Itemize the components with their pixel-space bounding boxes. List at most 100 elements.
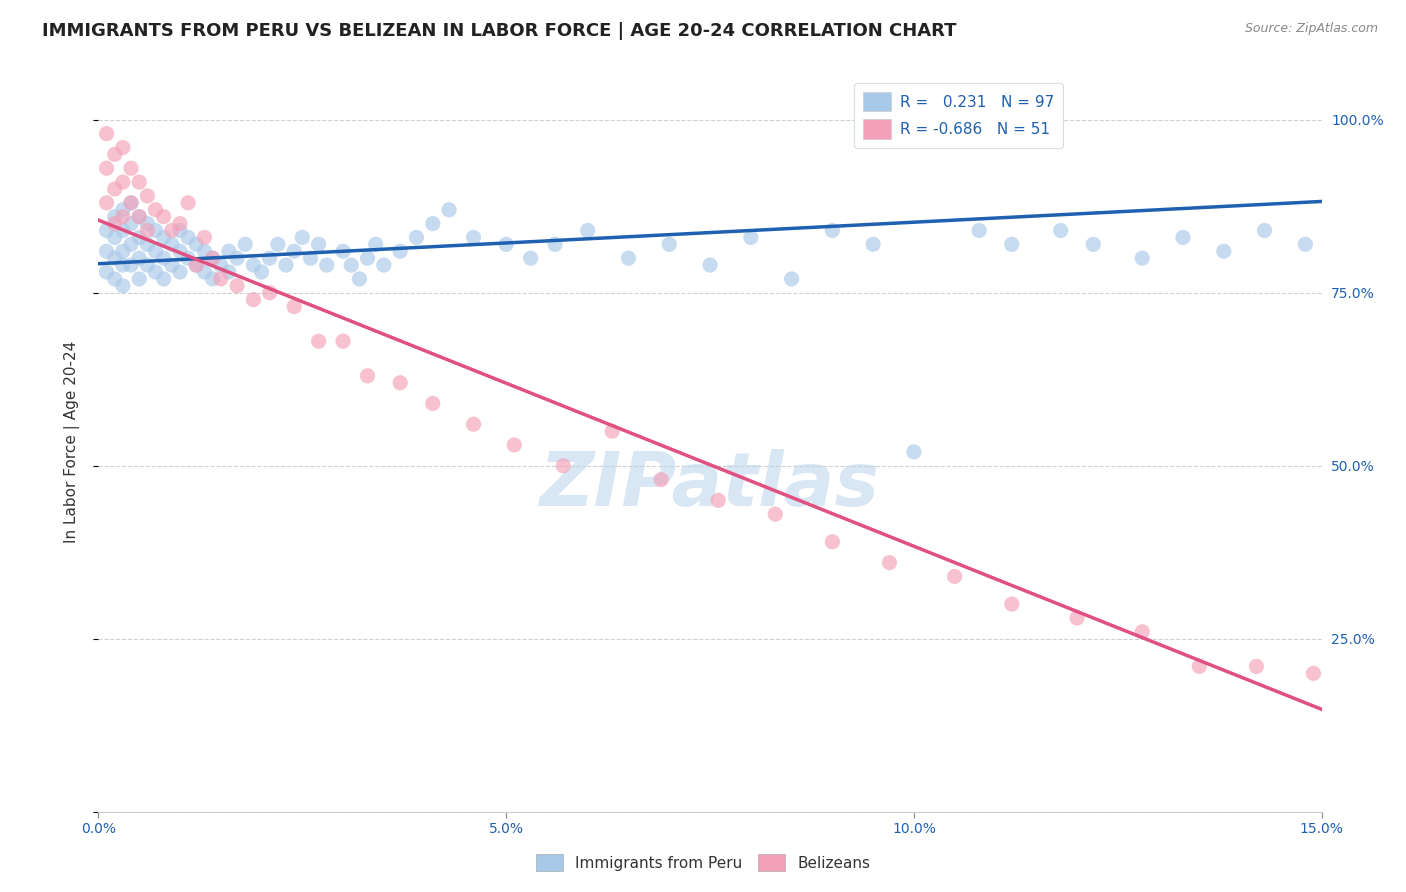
Point xyxy=(120,217,142,231)
Point xyxy=(349,272,371,286)
Point xyxy=(763,507,786,521)
Point xyxy=(177,230,200,244)
Point xyxy=(96,265,118,279)
Point xyxy=(128,272,150,286)
Point xyxy=(145,265,167,279)
Point xyxy=(879,556,901,570)
Point xyxy=(291,230,314,244)
Point xyxy=(96,127,118,141)
Point xyxy=(943,569,966,583)
Point xyxy=(201,251,224,265)
Point xyxy=(218,244,240,259)
Point xyxy=(315,258,337,272)
Point xyxy=(1294,237,1316,252)
Point xyxy=(1302,666,1324,681)
Point xyxy=(96,223,118,237)
Point xyxy=(356,251,378,265)
Point xyxy=(111,210,134,224)
Point xyxy=(389,376,412,390)
Point xyxy=(308,237,330,252)
Point xyxy=(104,182,127,196)
Point xyxy=(169,265,191,279)
Point xyxy=(422,396,444,410)
Point xyxy=(145,202,167,217)
Point xyxy=(226,251,249,265)
Point xyxy=(209,258,232,272)
Point xyxy=(1392,223,1406,237)
Point xyxy=(111,258,134,272)
Point xyxy=(259,285,281,300)
Point xyxy=(111,278,134,293)
Point xyxy=(332,334,354,349)
Point xyxy=(364,237,387,252)
Point xyxy=(152,272,174,286)
Point xyxy=(1049,223,1071,237)
Point xyxy=(136,237,159,252)
Point xyxy=(136,258,159,272)
Point xyxy=(600,424,623,438)
Point xyxy=(96,244,118,259)
Point xyxy=(544,237,567,252)
Point xyxy=(1246,659,1268,673)
Point xyxy=(152,210,174,224)
Point xyxy=(1188,659,1211,673)
Point xyxy=(707,493,730,508)
Point xyxy=(437,202,460,217)
Point xyxy=(226,278,249,293)
Point xyxy=(821,223,844,237)
Point xyxy=(136,223,159,237)
Point xyxy=(96,161,118,176)
Text: IMMIGRANTS FROM PERU VS BELIZEAN IN LABOR FORCE | AGE 20-24 CORRELATION CHART: IMMIGRANTS FROM PERU VS BELIZEAN IN LABO… xyxy=(42,22,956,40)
Point xyxy=(169,223,191,237)
Y-axis label: In Labor Force | Age 20-24: In Labor Force | Age 20-24 xyxy=(65,341,80,542)
Point xyxy=(740,230,762,244)
Point xyxy=(128,210,150,224)
Point xyxy=(1001,237,1024,252)
Point xyxy=(267,237,290,252)
Point xyxy=(576,223,599,237)
Point xyxy=(463,417,485,432)
Point xyxy=(96,195,118,210)
Point xyxy=(120,258,142,272)
Point xyxy=(120,161,142,176)
Point xyxy=(389,244,412,259)
Point xyxy=(152,230,174,244)
Point xyxy=(104,230,127,244)
Legend: Immigrants from Peru, Belizeans: Immigrants from Peru, Belizeans xyxy=(530,848,876,877)
Point xyxy=(169,217,191,231)
Point xyxy=(1130,624,1153,639)
Point xyxy=(250,265,273,279)
Point xyxy=(519,251,541,265)
Point xyxy=(1360,673,1382,688)
Point xyxy=(193,230,215,244)
Point xyxy=(242,258,264,272)
Point xyxy=(821,534,844,549)
Point xyxy=(553,458,575,473)
Point xyxy=(1130,251,1153,265)
Point xyxy=(136,189,159,203)
Point xyxy=(617,251,640,265)
Point xyxy=(145,223,167,237)
Point xyxy=(201,272,224,286)
Point xyxy=(373,258,395,272)
Point xyxy=(405,230,427,244)
Point xyxy=(169,244,191,259)
Point xyxy=(120,195,142,210)
Point xyxy=(299,251,322,265)
Point xyxy=(111,223,134,237)
Point xyxy=(120,195,142,210)
Point xyxy=(136,217,159,231)
Point xyxy=(1171,230,1194,244)
Point xyxy=(503,438,526,452)
Point xyxy=(780,272,803,286)
Point xyxy=(356,368,378,383)
Point xyxy=(128,175,150,189)
Point xyxy=(193,265,215,279)
Point xyxy=(699,258,721,272)
Point xyxy=(1253,223,1275,237)
Point xyxy=(201,251,224,265)
Point xyxy=(495,237,517,252)
Point xyxy=(104,210,127,224)
Point xyxy=(160,223,183,237)
Point xyxy=(209,272,232,286)
